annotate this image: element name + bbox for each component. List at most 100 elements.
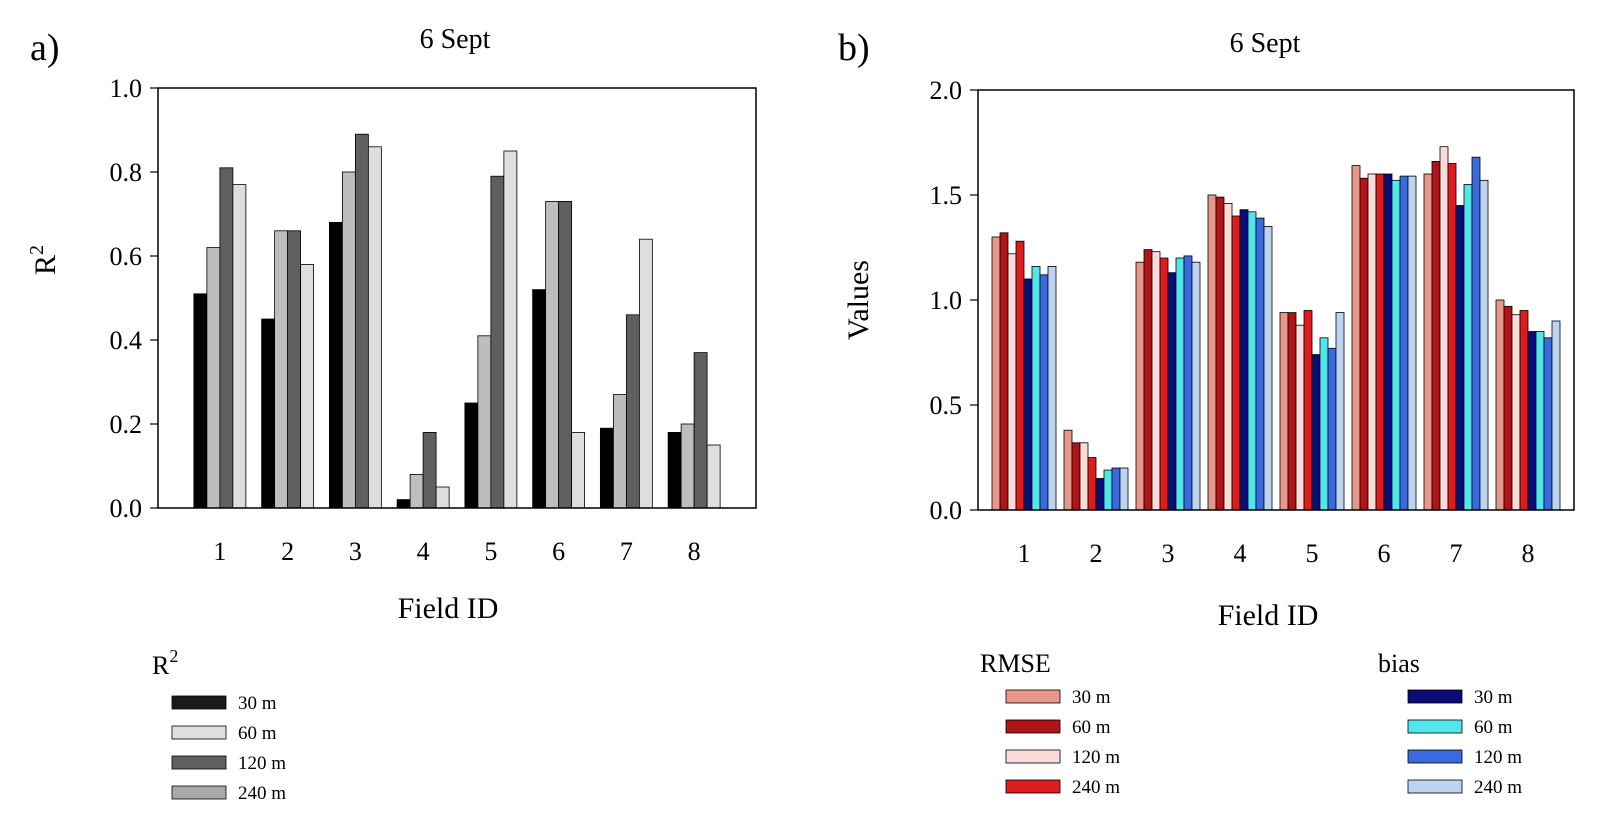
panel-a-y-tick-label: 0.0 bbox=[110, 494, 143, 523]
panel-a-y-tick-label: 0.4 bbox=[110, 326, 143, 355]
bar-a-field-1-s3 bbox=[232, 184, 247, 509]
bar-a-field-2-s0 bbox=[261, 318, 276, 509]
legend-a-label: 240 m bbox=[238, 783, 286, 804]
bar-a-field-2-s2 bbox=[287, 230, 302, 509]
legend-b-swatch bbox=[1407, 779, 1463, 794]
legend-b-label: 60 m bbox=[1072, 717, 1111, 738]
panel-b-label: b) bbox=[838, 27, 870, 69]
legend-b-swatch bbox=[1407, 689, 1463, 704]
panel-b-x-tick-label: 5 bbox=[1306, 539, 1319, 568]
bar-b-field-5-s2 bbox=[1295, 324, 1305, 511]
bar-b-field-5-s4 bbox=[1311, 354, 1321, 511]
legend-b-swatch bbox=[1407, 719, 1463, 734]
bar-b-field-7-s6 bbox=[1471, 156, 1481, 511]
bar-b-field-3-s4 bbox=[1167, 272, 1177, 511]
legend-a-swatch bbox=[171, 725, 227, 740]
bar-b-field-3-s0 bbox=[1135, 261, 1145, 511]
legend-a-swatch bbox=[171, 755, 227, 770]
bar-a-field-1-s2 bbox=[219, 167, 234, 509]
bar-b-field-6-s4 bbox=[1383, 173, 1393, 511]
panel-a-y-tick-label: 0.8 bbox=[110, 158, 143, 187]
bar-b-field-6-s6 bbox=[1399, 175, 1409, 511]
bar-b-field-8-s4 bbox=[1527, 331, 1537, 511]
legend-b-label: 60 m bbox=[1474, 717, 1513, 738]
bar-a-field-7-s3 bbox=[638, 238, 653, 509]
panel-b: b) 6 Sept Values Field ID 0.0 0.5 1.0 1.5 2.… bbox=[838, 27, 1575, 798]
panel-b-y-tick-label: 1.0 bbox=[930, 286, 963, 315]
bar-a-field-7-s2 bbox=[625, 314, 640, 509]
legend-b-label: 120 m bbox=[1072, 747, 1120, 768]
bar-b-field-4-s5 bbox=[1247, 211, 1257, 511]
bar-b-field-4-s3 bbox=[1231, 215, 1241, 511]
panel-b-y-tick-label: 0.0 bbox=[930, 496, 963, 525]
bar-b-field-5-s0 bbox=[1279, 312, 1289, 511]
panel-b-x-tick-label: 4 bbox=[1234, 539, 1247, 568]
legend-b-swatch bbox=[1005, 779, 1061, 794]
panel-a-x-tick-label: 7 bbox=[620, 537, 633, 566]
panel-a-y-axis-title: R2 bbox=[26, 245, 62, 275]
panel-b-x-tick-label: 2 bbox=[1090, 539, 1103, 568]
panel-a-x-tick-label: 5 bbox=[484, 537, 497, 566]
panel-a-bars bbox=[193, 133, 721, 509]
bar-a-field-2-s3 bbox=[300, 263, 315, 509]
legend-b-label: 30 m bbox=[1072, 687, 1111, 708]
panel-b-x-tick-label: 6 bbox=[1378, 539, 1391, 568]
legend-b-label: 120 m bbox=[1474, 747, 1522, 768]
bar-b-field-4-s4 bbox=[1239, 209, 1249, 511]
bar-b-field-3-s5 bbox=[1175, 257, 1185, 511]
bar-b-field-8-s7 bbox=[1551, 320, 1561, 511]
legend-b-title-rmse: RMSE bbox=[980, 649, 1051, 678]
bar-b-field-1-s7 bbox=[1047, 265, 1057, 511]
bar-b-field-3-s6 bbox=[1183, 255, 1193, 511]
panel-a-title: 6 Sept bbox=[420, 24, 491, 55]
bar-b-field-1-s4 bbox=[1023, 278, 1033, 511]
panel-b-y-tick-label: 2.0 bbox=[930, 76, 963, 105]
bar-b-field-5-s7 bbox=[1335, 312, 1345, 511]
legend-b-swatch bbox=[1005, 719, 1061, 734]
bar-b-field-2-s7 bbox=[1119, 467, 1129, 511]
bar-b-field-1-s6 bbox=[1039, 274, 1049, 511]
bar-a-field-5-s0 bbox=[464, 402, 479, 509]
panel-a-y-axis-title-sup: 2 bbox=[26, 245, 48, 255]
bar-b-field-3-s2 bbox=[1151, 251, 1161, 511]
panel-a-x-tick-label: 6 bbox=[552, 537, 565, 566]
bar-a-field-6-s0 bbox=[532, 289, 547, 509]
bar-a-field-7-s1 bbox=[612, 394, 627, 509]
bar-a-field-1-s0 bbox=[193, 293, 208, 509]
bar-b-field-4-s6 bbox=[1255, 217, 1265, 511]
bar-a-field-8-s2 bbox=[693, 352, 708, 509]
bar-b-field-2-s3 bbox=[1087, 457, 1097, 511]
panel-b-x-tick-label: 3 bbox=[1162, 539, 1175, 568]
panel-b-title: 6 Sept bbox=[1230, 28, 1301, 59]
legend-a-title: R2 bbox=[152, 646, 178, 680]
panel-b-ticks: 0.0 0.5 1.0 1.5 2.0 1 2 3 4 5 6 7 8 bbox=[930, 76, 1535, 568]
bar-a-field-8-s0 bbox=[667, 431, 682, 509]
bar-a-field-3-s0 bbox=[328, 221, 343, 509]
bar-a-field-4-s1 bbox=[409, 473, 424, 509]
legend-a-label: 30 m bbox=[238, 693, 277, 714]
bar-b-field-8-s2 bbox=[1511, 314, 1521, 511]
bar-b-field-2-s2 bbox=[1079, 442, 1089, 511]
bar-b-field-5-s3 bbox=[1303, 310, 1313, 511]
bar-b-field-5-s6 bbox=[1327, 347, 1337, 511]
panel-b-y-axis-title: Values bbox=[842, 260, 875, 340]
panel-a-x-tick-label: 4 bbox=[417, 537, 430, 566]
legend-b-title-bias: bias bbox=[1378, 649, 1420, 678]
legend-a-swatch bbox=[171, 695, 227, 710]
bar-b-field-8-s3 bbox=[1519, 310, 1529, 511]
panel-a: a) 6 Sept R2 Field ID 0.00.20.40.60.81.0… bbox=[26, 24, 757, 804]
legend-a-title-base: R bbox=[152, 651, 170, 680]
panel-b-bars bbox=[991, 146, 1561, 511]
bar-b-field-7-s5 bbox=[1463, 184, 1473, 511]
bar-a-field-1-s1 bbox=[206, 247, 221, 509]
panel-a-label: a) bbox=[30, 27, 60, 69]
legend-a-label: 120 m bbox=[238, 753, 286, 774]
bar-b-field-1-s5 bbox=[1031, 265, 1041, 511]
panel-a-x-tick-label: 8 bbox=[688, 537, 701, 566]
panel-b-x-tick-label: 8 bbox=[1522, 539, 1535, 568]
bar-b-field-5-s1 bbox=[1287, 312, 1297, 511]
bar-b-field-8-s6 bbox=[1543, 337, 1553, 511]
bar-b-field-7-s7 bbox=[1479, 179, 1489, 511]
panel-b-y-tick-label: 1.5 bbox=[930, 181, 963, 210]
